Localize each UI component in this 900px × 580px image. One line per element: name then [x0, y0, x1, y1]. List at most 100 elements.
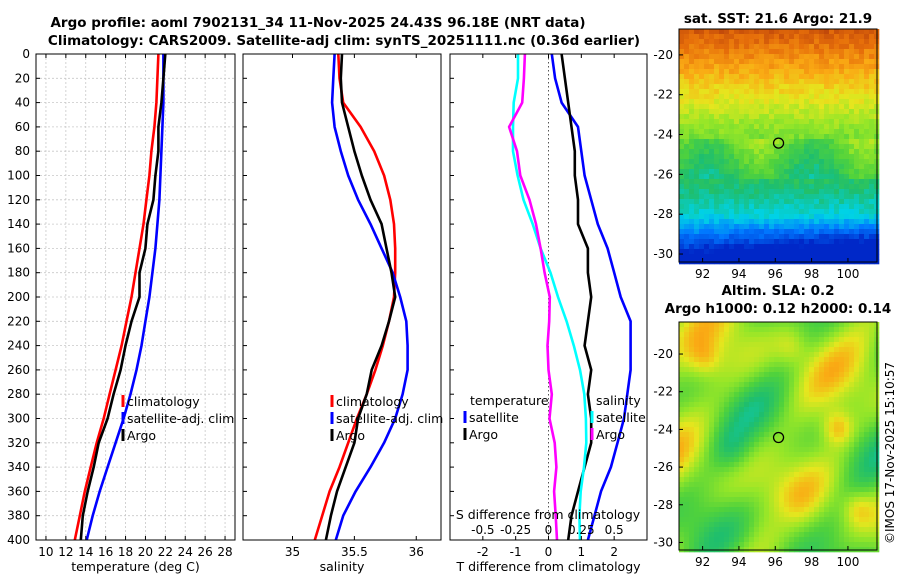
map-cell	[689, 204, 695, 210]
map-cell	[704, 432, 710, 438]
map-cell	[804, 164, 810, 170]
map-cell	[734, 114, 740, 120]
map-cell	[734, 79, 740, 85]
map-cell	[764, 79, 770, 85]
map-cell	[849, 357, 855, 363]
map-cell	[849, 169, 855, 175]
map-cell	[734, 362, 740, 368]
map-cell	[824, 169, 830, 175]
map-cell	[704, 487, 710, 493]
map-cell	[689, 154, 695, 160]
map-cell	[789, 129, 795, 135]
map-cell	[774, 522, 780, 528]
map-cell	[679, 342, 685, 348]
map-cell	[814, 467, 820, 473]
map-cell	[804, 209, 810, 215]
map-cell	[839, 179, 845, 185]
map-cell	[754, 149, 760, 155]
map-cell	[844, 54, 850, 60]
map-cell	[834, 254, 840, 260]
map-cell	[699, 94, 705, 100]
map-cell	[799, 327, 805, 333]
map-cell	[719, 94, 725, 100]
map-cell	[819, 437, 825, 443]
map-cell	[814, 497, 820, 503]
map-cell	[784, 497, 790, 503]
map-cell	[699, 427, 705, 433]
map-cell	[689, 522, 695, 528]
map-cell	[684, 64, 690, 70]
map-cell	[734, 447, 740, 453]
map-cell	[794, 337, 800, 343]
map-cell	[819, 54, 825, 60]
map-cell	[689, 104, 695, 110]
map-cell	[834, 407, 840, 413]
map-cell	[774, 194, 780, 200]
map-cell	[724, 224, 730, 230]
map-cell	[794, 199, 800, 205]
map-cell	[754, 239, 760, 245]
map-cell	[729, 54, 735, 60]
map-cell	[719, 452, 725, 458]
map-cell	[704, 109, 710, 115]
map-cell	[864, 164, 870, 170]
map-cell	[714, 84, 720, 90]
map-cell	[814, 377, 820, 383]
map-cell	[714, 74, 720, 80]
map-cell	[699, 337, 705, 343]
map-cell	[854, 139, 860, 145]
map-cell	[739, 174, 745, 180]
map-cell	[834, 44, 840, 50]
map-cell	[819, 427, 825, 433]
map-cell	[769, 164, 775, 170]
map-cell	[834, 89, 840, 95]
map-cell	[799, 467, 805, 473]
map-cell	[704, 254, 710, 260]
map-frame	[678, 321, 878, 551]
map-cell	[854, 382, 860, 388]
map-cell	[694, 169, 700, 175]
map-cell	[869, 209, 875, 215]
map-cell	[729, 124, 735, 130]
map-cell	[869, 144, 875, 150]
map-cell	[704, 417, 710, 423]
map-cell	[774, 49, 780, 55]
map-cell	[864, 362, 870, 368]
map-cell	[834, 537, 840, 543]
map-cell	[789, 367, 795, 373]
map-cell	[794, 367, 800, 373]
map-cell	[824, 427, 830, 433]
map-cell	[849, 407, 855, 413]
map-cell	[764, 332, 770, 338]
map-cell	[734, 532, 740, 538]
map-cell	[824, 482, 830, 488]
map-cell	[799, 109, 805, 115]
map-cell	[864, 342, 870, 348]
map-cell	[849, 209, 855, 215]
map-cell	[779, 532, 785, 538]
map-cell	[829, 204, 835, 210]
map-cell	[854, 397, 860, 403]
map-cell	[764, 64, 770, 70]
map-cell	[724, 114, 730, 120]
map-cell	[829, 239, 835, 245]
map-cell	[854, 49, 860, 55]
map-cell	[724, 49, 730, 55]
map-cell	[794, 332, 800, 338]
map-cell	[844, 79, 850, 85]
map-cell	[844, 214, 850, 220]
map-cell	[854, 64, 860, 70]
map-cell	[789, 59, 795, 65]
map-cell	[749, 39, 755, 45]
map-cell	[744, 64, 750, 70]
map-cell	[739, 184, 745, 190]
map-cell	[849, 452, 855, 458]
map-cell	[704, 164, 710, 170]
map-cell	[869, 452, 875, 458]
map-cell	[774, 54, 780, 60]
map-cell	[714, 109, 720, 115]
map-cell	[729, 114, 735, 120]
map-cell	[849, 134, 855, 140]
map-cell	[849, 372, 855, 378]
map-cell	[839, 467, 845, 473]
